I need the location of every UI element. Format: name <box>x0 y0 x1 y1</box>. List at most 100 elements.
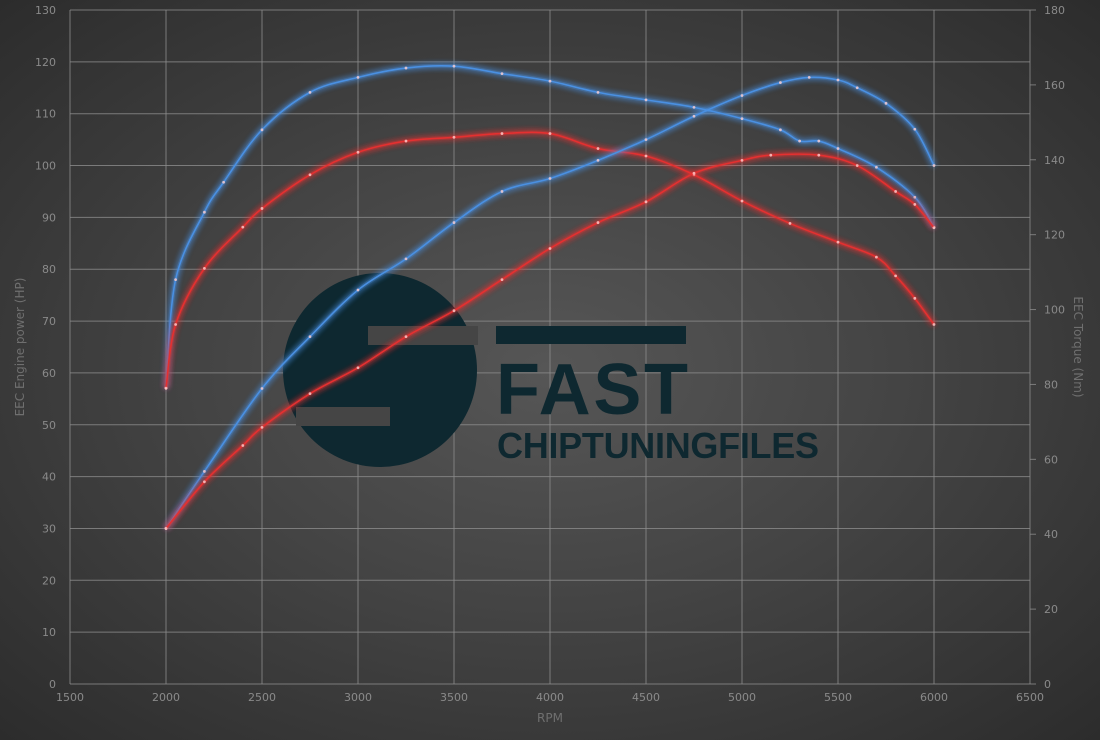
data-point <box>164 386 168 390</box>
y-left-tick-label: 50 <box>42 419 56 432</box>
data-point <box>222 180 226 184</box>
series-line <box>165 153 935 529</box>
y-left-tick-label: 130 <box>35 4 56 17</box>
x-tick-label: 2000 <box>152 691 180 704</box>
data-point <box>500 190 504 193</box>
data-point <box>779 81 782 84</box>
data-point <box>644 154 648 158</box>
data-point <box>913 203 917 206</box>
data-point <box>932 323 936 326</box>
data-point <box>548 177 552 180</box>
series-line <box>165 76 935 529</box>
x-tick-label: 3500 <box>440 691 468 704</box>
data-point <box>798 139 801 143</box>
data-point <box>596 90 600 94</box>
data-point <box>644 138 648 142</box>
y-left-tick-label: 30 <box>42 522 56 535</box>
data-point <box>692 105 696 109</box>
data-point <box>894 274 897 278</box>
data-point <box>404 139 408 143</box>
grid <box>69 9 1036 685</box>
data-point <box>308 335 312 339</box>
data-point <box>356 366 360 370</box>
x-tick-label: 1500 <box>56 691 84 704</box>
data-point <box>807 76 811 79</box>
data-point <box>740 158 744 162</box>
y-right-tick-label: 20 <box>1044 603 1058 616</box>
data-point <box>644 200 648 204</box>
data-point <box>913 195 917 199</box>
y-axis-left-label: EEC Engine power (HP) <box>13 278 27 417</box>
data-point <box>174 278 178 281</box>
data-point <box>692 114 696 118</box>
series-0 <box>164 63 936 390</box>
series-3 <box>164 152 936 530</box>
y-left-tick-label: 80 <box>42 263 56 276</box>
data-point <box>241 444 245 447</box>
series-2 <box>164 75 936 530</box>
series-group <box>164 63 936 530</box>
data-point <box>855 86 859 90</box>
x-tick-label: 5500 <box>824 691 852 704</box>
data-point <box>836 147 840 150</box>
watermark-fast: FAST <box>496 350 688 430</box>
data-point <box>740 94 744 97</box>
y-right-tick-label: 140 <box>1044 154 1065 167</box>
data-point <box>779 128 782 132</box>
data-point <box>308 90 312 94</box>
data-point <box>308 173 312 177</box>
data-point <box>203 210 206 214</box>
data-point <box>788 222 792 225</box>
y-right-tick-label: 80 <box>1044 378 1058 391</box>
x-tick-label: 6500 <box>1016 691 1044 704</box>
y-left-tick-label: 100 <box>35 160 56 173</box>
y-right-tick-label: 120 <box>1044 229 1065 242</box>
data-point <box>260 207 264 210</box>
data-point <box>894 190 897 193</box>
y-left-tick-label: 0 <box>49 678 56 691</box>
data-point <box>817 139 821 143</box>
data-point <box>596 221 600 224</box>
data-point <box>452 64 456 68</box>
series-1 <box>164 130 936 390</box>
x-tick-label: 5000 <box>728 691 756 704</box>
y-left-tick-label: 70 <box>42 315 56 328</box>
data-point <box>932 164 936 167</box>
data-point <box>356 76 360 79</box>
data-point <box>836 240 840 244</box>
data-point <box>548 79 552 83</box>
data-point <box>500 278 504 281</box>
x-tick-label: 4000 <box>536 691 564 704</box>
data-point <box>644 98 648 102</box>
data-point <box>452 221 456 224</box>
data-point <box>932 226 936 230</box>
data-point <box>884 101 888 105</box>
data-point <box>452 135 456 139</box>
y-right-tick-label: 0 <box>1044 678 1051 691</box>
y-left-tick-label: 60 <box>42 367 56 380</box>
data-point <box>203 266 206 270</box>
data-point <box>500 72 504 76</box>
data-point <box>913 127 917 131</box>
data-point <box>769 153 773 157</box>
y-left-tick-label: 10 <box>42 626 56 639</box>
data-point <box>203 470 206 473</box>
data-point <box>203 480 206 484</box>
data-point <box>836 78 840 82</box>
watermark-logo: FAST CHIPTUNINGFILES <box>283 273 819 467</box>
y-left-tick-label: 90 <box>42 211 56 224</box>
data-point <box>596 147 600 150</box>
y-right-tick-label: 160 <box>1044 79 1065 92</box>
data-point <box>356 288 360 292</box>
y-left-tick-label: 40 <box>42 471 56 484</box>
data-point <box>875 255 878 259</box>
data-point <box>164 527 168 530</box>
data-point <box>548 247 552 250</box>
data-point <box>692 171 696 175</box>
data-point <box>308 392 312 396</box>
x-tick-label: 3000 <box>344 691 372 704</box>
series-line <box>165 65 935 389</box>
data-point <box>740 117 744 120</box>
watermark-chiptuningfiles: CHIPTUNINGFILES <box>497 425 819 466</box>
